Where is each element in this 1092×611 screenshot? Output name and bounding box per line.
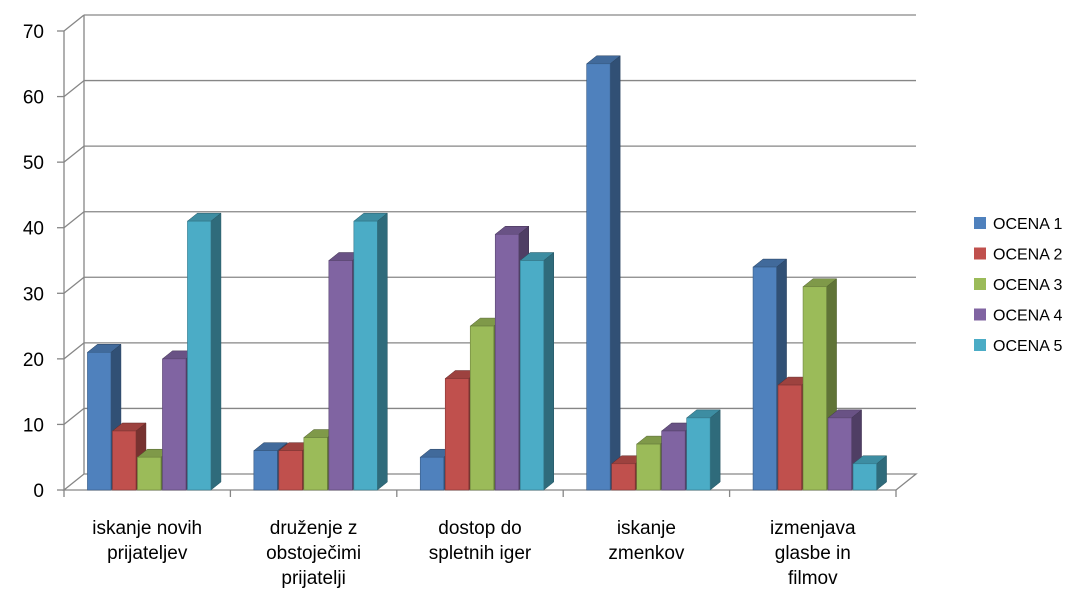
bar-front [852,463,877,491]
bar-side [377,212,388,491]
bar-front [519,260,545,491]
legend-label: OCENA 3 [993,277,1062,294]
bar-front [686,417,711,491]
bar-front [253,450,278,491]
label-layer: 0 10 20 30 40 50 60 70 iskanje novih prijateljev d… [23,22,856,589]
legend-label: OCENA 1 [993,216,1062,233]
x-tick-label-line: dostop do [438,518,521,539]
legend-swatch [974,308,986,321]
legend-item: OCENA 2 [974,247,1062,264]
legend-swatch [974,339,986,351]
gridline-side [63,145,85,163]
legend-swatch [974,278,986,290]
bar-front [802,286,827,491]
bar-front [827,417,852,491]
legend-label: OCENA 2 [993,247,1062,264]
bar-ocena-5-cat-4 [685,409,721,491]
x-tick-label: izmenjava glasbe in filmov [770,518,856,589]
gridline-side [63,276,85,294]
gridline-side [63,211,85,229]
legend-item: OCENA 5 [974,338,1062,355]
y-tick-label: 20 [23,350,44,371]
x-tick-label-line: prijatelji [281,568,345,589]
bar-front [419,456,445,491]
bar-ocena-5-cat-5 [852,455,888,491]
bar-side [609,55,621,491]
bar-front [611,463,636,491]
bar-side [709,409,721,491]
bar-front [187,220,212,491]
x-tick-label: dostop do spletnih iger [429,518,532,564]
bar-front [137,456,162,491]
bar-ocena-1-cat-1 [86,343,122,491]
x-tick-label-line: prijateljev [107,543,188,564]
y-tick-label: 30 [23,284,44,305]
x-tick-label-line: obstoječimi [266,543,361,564]
gridline-side [63,407,85,425]
legend-swatch [974,247,986,260]
bar-front [162,358,187,491]
bar-ocena-5-cat-3 [519,251,555,491]
bar-front [777,384,802,491]
y-tick-label: 60 [23,88,44,109]
bar-front [87,351,112,491]
legend-item: OCENA 3 [974,277,1062,294]
y-tick-label: 70 [23,22,44,43]
bar-front [278,450,303,491]
legend-label: OCENA 5 [993,338,1062,355]
bar-front [661,430,686,491]
x-tick-label-line: izmenjava [770,518,856,539]
bar-layer [86,55,888,491]
legend-item: OCENA 4 [974,308,1062,325]
x-tick-label-line: spletnih iger [429,543,532,564]
bar-front [636,443,661,491]
y-tick-label: 50 [23,153,44,174]
x-tick-label-line: druženje z [270,518,358,539]
bar-ocena-1-cat-4 [585,55,621,491]
legend-swatch [974,217,986,229]
x-tick-label: druženje z obstoječimi prijatelji [266,518,361,589]
bar-side [210,212,222,491]
gridline-side [63,342,85,360]
x-tick-label: iskanje novih prijateljev [92,518,202,564]
bar-front [353,220,378,491]
x-tick-label-line: iskanje novih [92,518,202,539]
legend-label: OCENA 4 [993,308,1062,325]
gridline-side [63,80,85,98]
bar-ocena-5-cat-2 [353,212,389,491]
bar-front [586,63,611,491]
legend-item: OCENA 1 [974,216,1062,233]
y-tick-label: 10 [23,415,44,436]
y-tick-label: 0 [33,481,44,502]
x-tick-label-line: zmenkov [608,543,685,564]
bar-front [303,437,328,491]
bar-front [112,430,137,491]
gridline-side [63,14,85,32]
bar-front [752,266,777,491]
y-tick-label: 40 [23,219,44,240]
bar-front [494,233,520,491]
x-tick-label-line: iskanje [617,518,676,539]
x-tick-label-line: filmov [788,568,838,589]
bar-front [469,325,495,491]
bar-side [543,251,554,491]
bar-front [444,378,470,491]
bar-front [328,260,353,491]
x-tick-label-line: glasbe in [775,543,851,564]
x-tick-label: iskanje zmenkov [608,518,685,564]
bar-ocena-5-cat-1 [186,212,222,491]
legend: OCENA 1 OCENA 2 OCENA 3 OCENA 4 OCENA 5 [974,216,1062,355]
